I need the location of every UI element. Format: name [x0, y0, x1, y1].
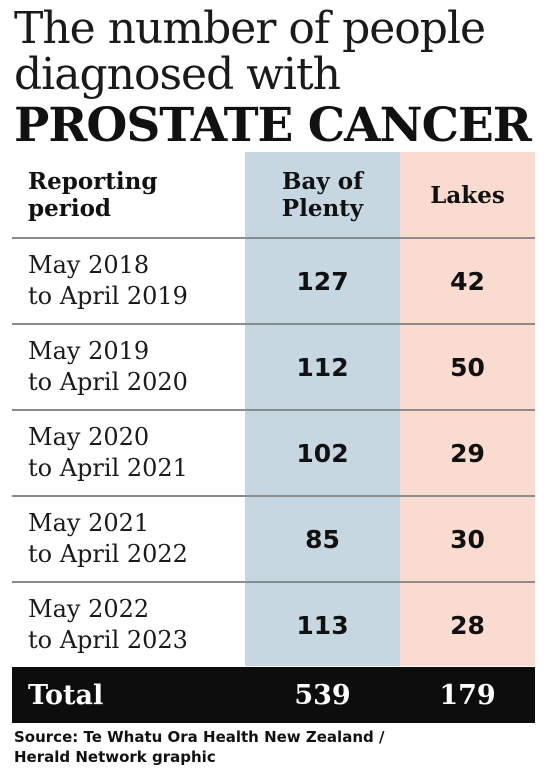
source-note: Source: Te Whatu Ora Health New Zealand … — [14, 727, 539, 767]
header-bay-of-plenty: Bay of Plenty — [281, 168, 364, 222]
bay-of-plenty-value: 113 — [296, 610, 349, 640]
header-lakes: Lakes — [430, 181, 505, 209]
total-lakes: 179 — [439, 679, 496, 711]
header-reporting-period: Reporting period — [28, 168, 158, 222]
row-divider — [12, 323, 535, 325]
period-cell: May 2022 to April 2023 — [28, 595, 188, 654]
lakes-value: 42 — [450, 266, 485, 296]
row-divider — [12, 409, 535, 411]
total-row: Total 539 179 — [12, 667, 535, 723]
total-label: Total — [28, 679, 104, 711]
bay-of-plenty-value: 102 — [296, 438, 349, 468]
title-line-2: diagnosed with — [14, 49, 341, 100]
period-cell: May 2018 to April 2019 — [28, 251, 188, 310]
table-row: May 2019 to April 2020 112 50 — [12, 325, 535, 409]
total-bay-of-plenty: 539 — [294, 679, 351, 711]
table-row: May 2022 to April 2023 113 28 — [12, 583, 535, 667]
table-row: May 2021 to April 2022 85 30 — [12, 497, 535, 581]
chart-title: The number of people diagnosed with PROS… — [14, 6, 544, 152]
source-line-2: Herald Network graphic — [14, 748, 216, 766]
bay-of-plenty-value: 127 — [296, 266, 349, 296]
period-cell: May 2019 to April 2020 — [28, 337, 188, 396]
source-line-1: Source: Te Whatu Ora Health New Zealand … — [14, 728, 385, 746]
lakes-value: 28 — [450, 610, 485, 640]
table-row: May 2020 to April 2021 102 29 — [12, 411, 535, 495]
period-cell: May 2020 to April 2021 — [28, 423, 188, 482]
table-header-row: Reporting period Bay of Plenty Lakes — [12, 152, 535, 238]
row-divider — [12, 495, 535, 497]
row-divider — [12, 581, 535, 583]
lakes-value: 50 — [450, 352, 485, 382]
lakes-value: 29 — [450, 438, 485, 468]
bay-of-plenty-value: 112 — [296, 352, 349, 382]
lakes-value: 30 — [450, 524, 485, 554]
bay-of-plenty-value: 85 — [305, 524, 340, 554]
row-divider — [12, 237, 535, 239]
title-line-1: The number of people — [14, 3, 486, 54]
title-line-3: PROSTATE CANCER — [14, 98, 532, 153]
table-row: May 2018 to April 2019 127 42 — [12, 239, 535, 323]
period-cell: May 2021 to April 2022 — [28, 509, 188, 568]
